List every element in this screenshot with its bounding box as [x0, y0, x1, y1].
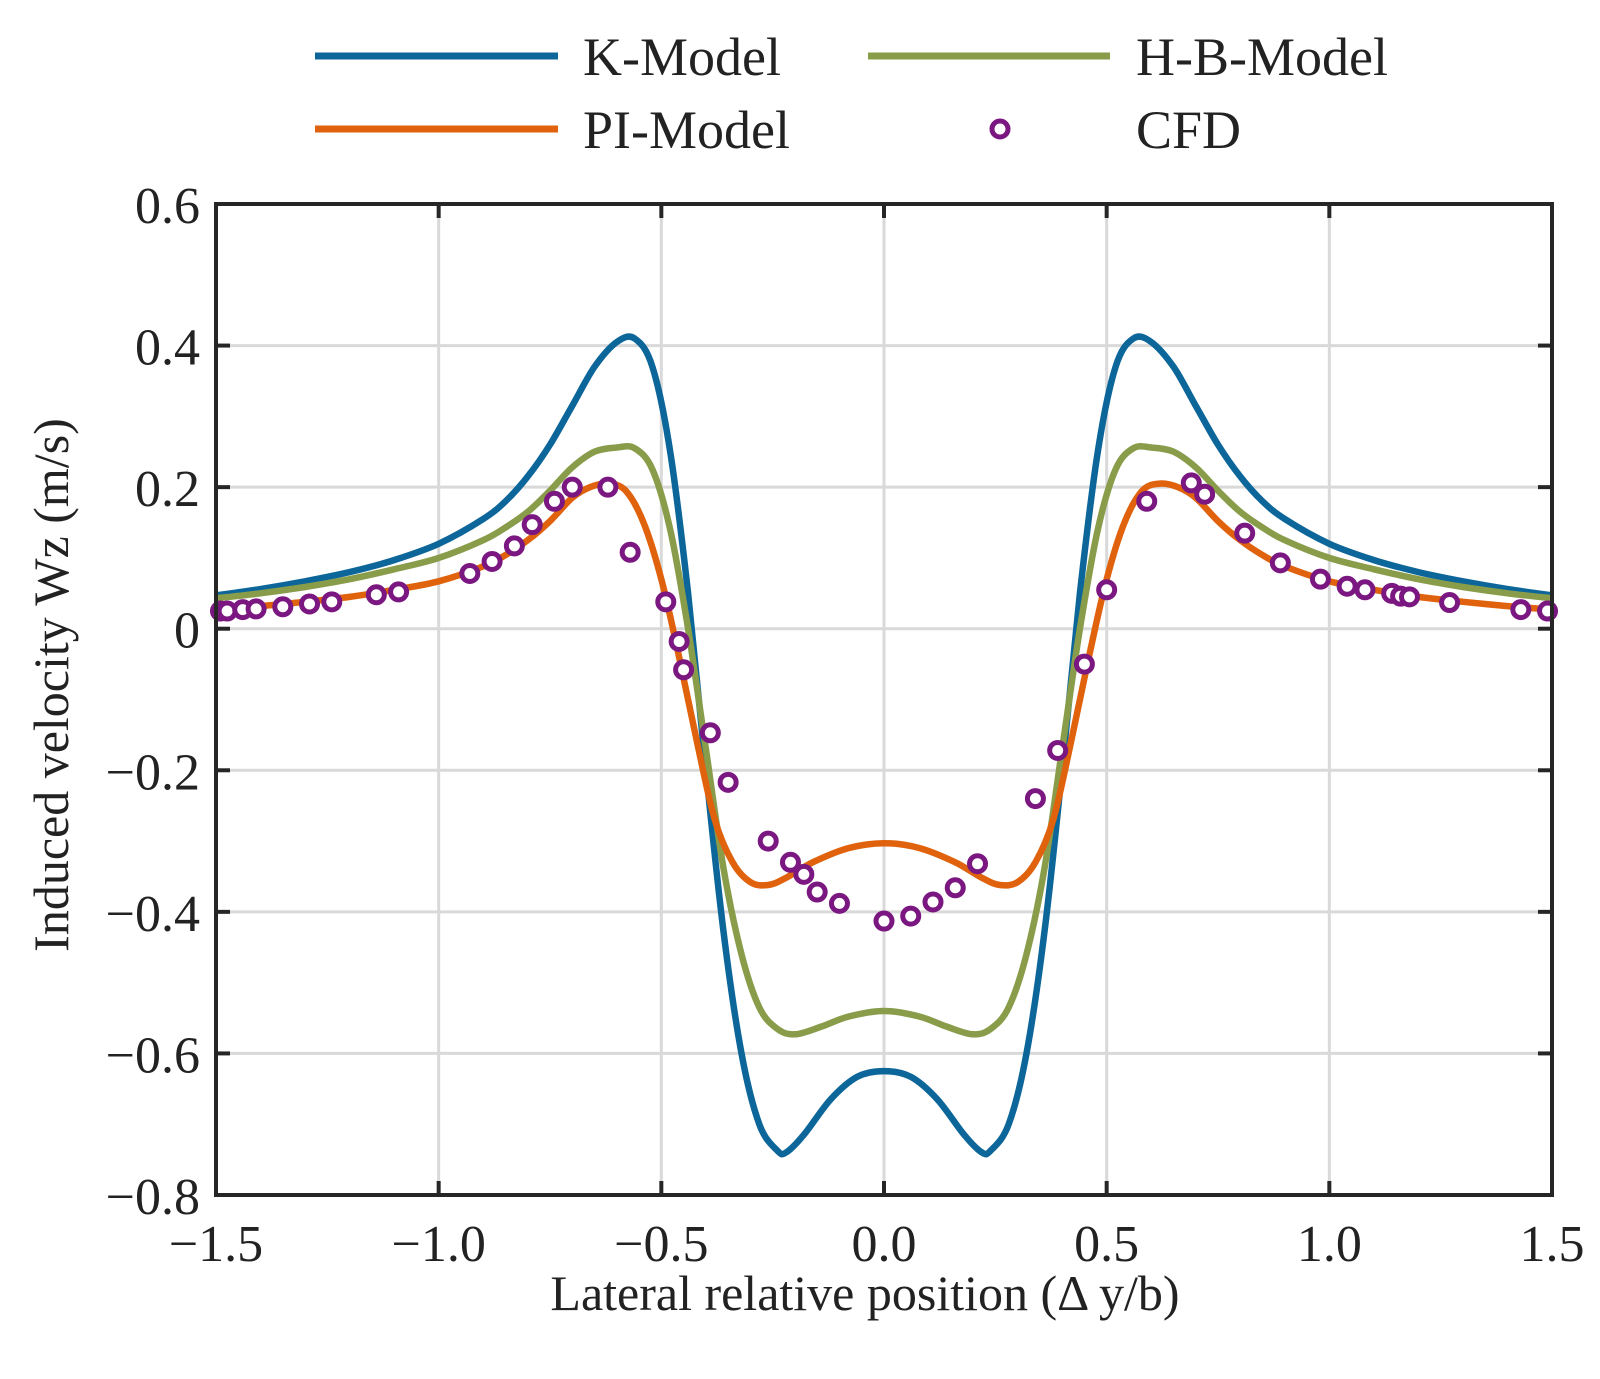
x-tick-label: 1.5 [1520, 1216, 1585, 1273]
cfd-point [1073, 653, 1095, 675]
cfd-point [944, 877, 966, 899]
y-axis-label: Induced velocity Wz (m/s) [23, 418, 79, 952]
cfd-point [806, 881, 828, 903]
cfd-point [699, 722, 721, 744]
cfd-point [1180, 472, 1202, 494]
x-tick-label: 0.5 [1074, 1216, 1139, 1273]
y-tick-label: −0.2 [106, 744, 200, 801]
y-tick-label: 0.6 [135, 178, 200, 235]
axis-ticks [214, 202, 1554, 1197]
x-tick-label: 0.0 [852, 1216, 917, 1273]
legend-label-k-model: K-Model [583, 27, 781, 87]
cfd-point [793, 863, 815, 885]
cfd-point [321, 591, 343, 613]
cfd-point [717, 771, 739, 793]
cfd-point [503, 535, 525, 557]
grid-lines [214, 202, 1554, 1197]
cfd-point [900, 905, 922, 927]
cfd-point [967, 853, 989, 875]
cfd-point [1269, 552, 1291, 574]
cfd-point [1354, 579, 1376, 601]
cfd-point [272, 596, 294, 618]
cfd-point [1309, 568, 1331, 590]
cfd-point [245, 598, 267, 620]
cfd-point [1398, 586, 1420, 608]
cfd-point [1336, 575, 1358, 597]
x-axis-label: Lateral relative position (Δ y/b) [550, 1265, 1179, 1321]
legend-swatch-cfd [989, 118, 1011, 140]
cfd-point [388, 581, 410, 603]
cfd-point [922, 891, 944, 913]
cfd-point [873, 910, 895, 932]
cfd-point [543, 490, 565, 512]
cfd-point [828, 892, 850, 914]
y-tick-label: −0.6 [106, 1027, 200, 1084]
cfd-point [1136, 490, 1158, 512]
x-tick-label: −0.5 [614, 1216, 708, 1273]
cfd-point [459, 563, 481, 585]
cfd-point [1194, 483, 1216, 505]
cfd-point [757, 830, 779, 852]
cfd-point [521, 514, 543, 536]
x-tick-label: −1.0 [392, 1216, 486, 1273]
cfd-point [673, 659, 695, 681]
cfd-point [1234, 522, 1256, 544]
cfd-point [779, 851, 801, 873]
cfd-point [365, 584, 387, 606]
y-tick-label: 0.4 [135, 320, 200, 377]
cfd-point [481, 550, 503, 572]
cfd-point [597, 476, 619, 498]
cfd-point [619, 541, 641, 563]
x-tick-label: 1.0 [1297, 1216, 1362, 1273]
tick-labels: −1.5 −1.0 −0.5 0.0 0.5 1.0 1.5 −0.8 −0.6 −0.4 −0.2… [106, 178, 1585, 1273]
y-tick-label: −0.4 [106, 886, 200, 943]
x-tick-label: −1.5 [169, 1216, 263, 1273]
cfd-point [1047, 739, 1069, 761]
series-layer [209, 333, 1559, 1158]
legend-label-h-b-model: H-B-Model [1136, 27, 1388, 87]
series-line-h-b-model [215, 442, 1553, 1038]
cfd-point [1439, 592, 1461, 614]
cfd-point [1510, 599, 1532, 621]
legend-label-pi-model: PI-Model [583, 100, 790, 160]
cfd-point [1024, 788, 1046, 810]
y-tick-label: 0 [174, 603, 200, 660]
series-line-k-model [215, 333, 1553, 1158]
cfd-point [299, 593, 321, 615]
cfd-point [561, 476, 583, 498]
cfd-point [668, 630, 690, 652]
y-tick-label: −0.8 [106, 1169, 200, 1226]
cfd-point [655, 591, 677, 613]
legend: K-Model H-B-Model PI-Model CFD [315, 27, 1388, 160]
cfd-point [1096, 579, 1118, 601]
legend-label-cfd: CFD [1136, 100, 1241, 160]
y-tick-label: 0.2 [135, 461, 200, 518]
